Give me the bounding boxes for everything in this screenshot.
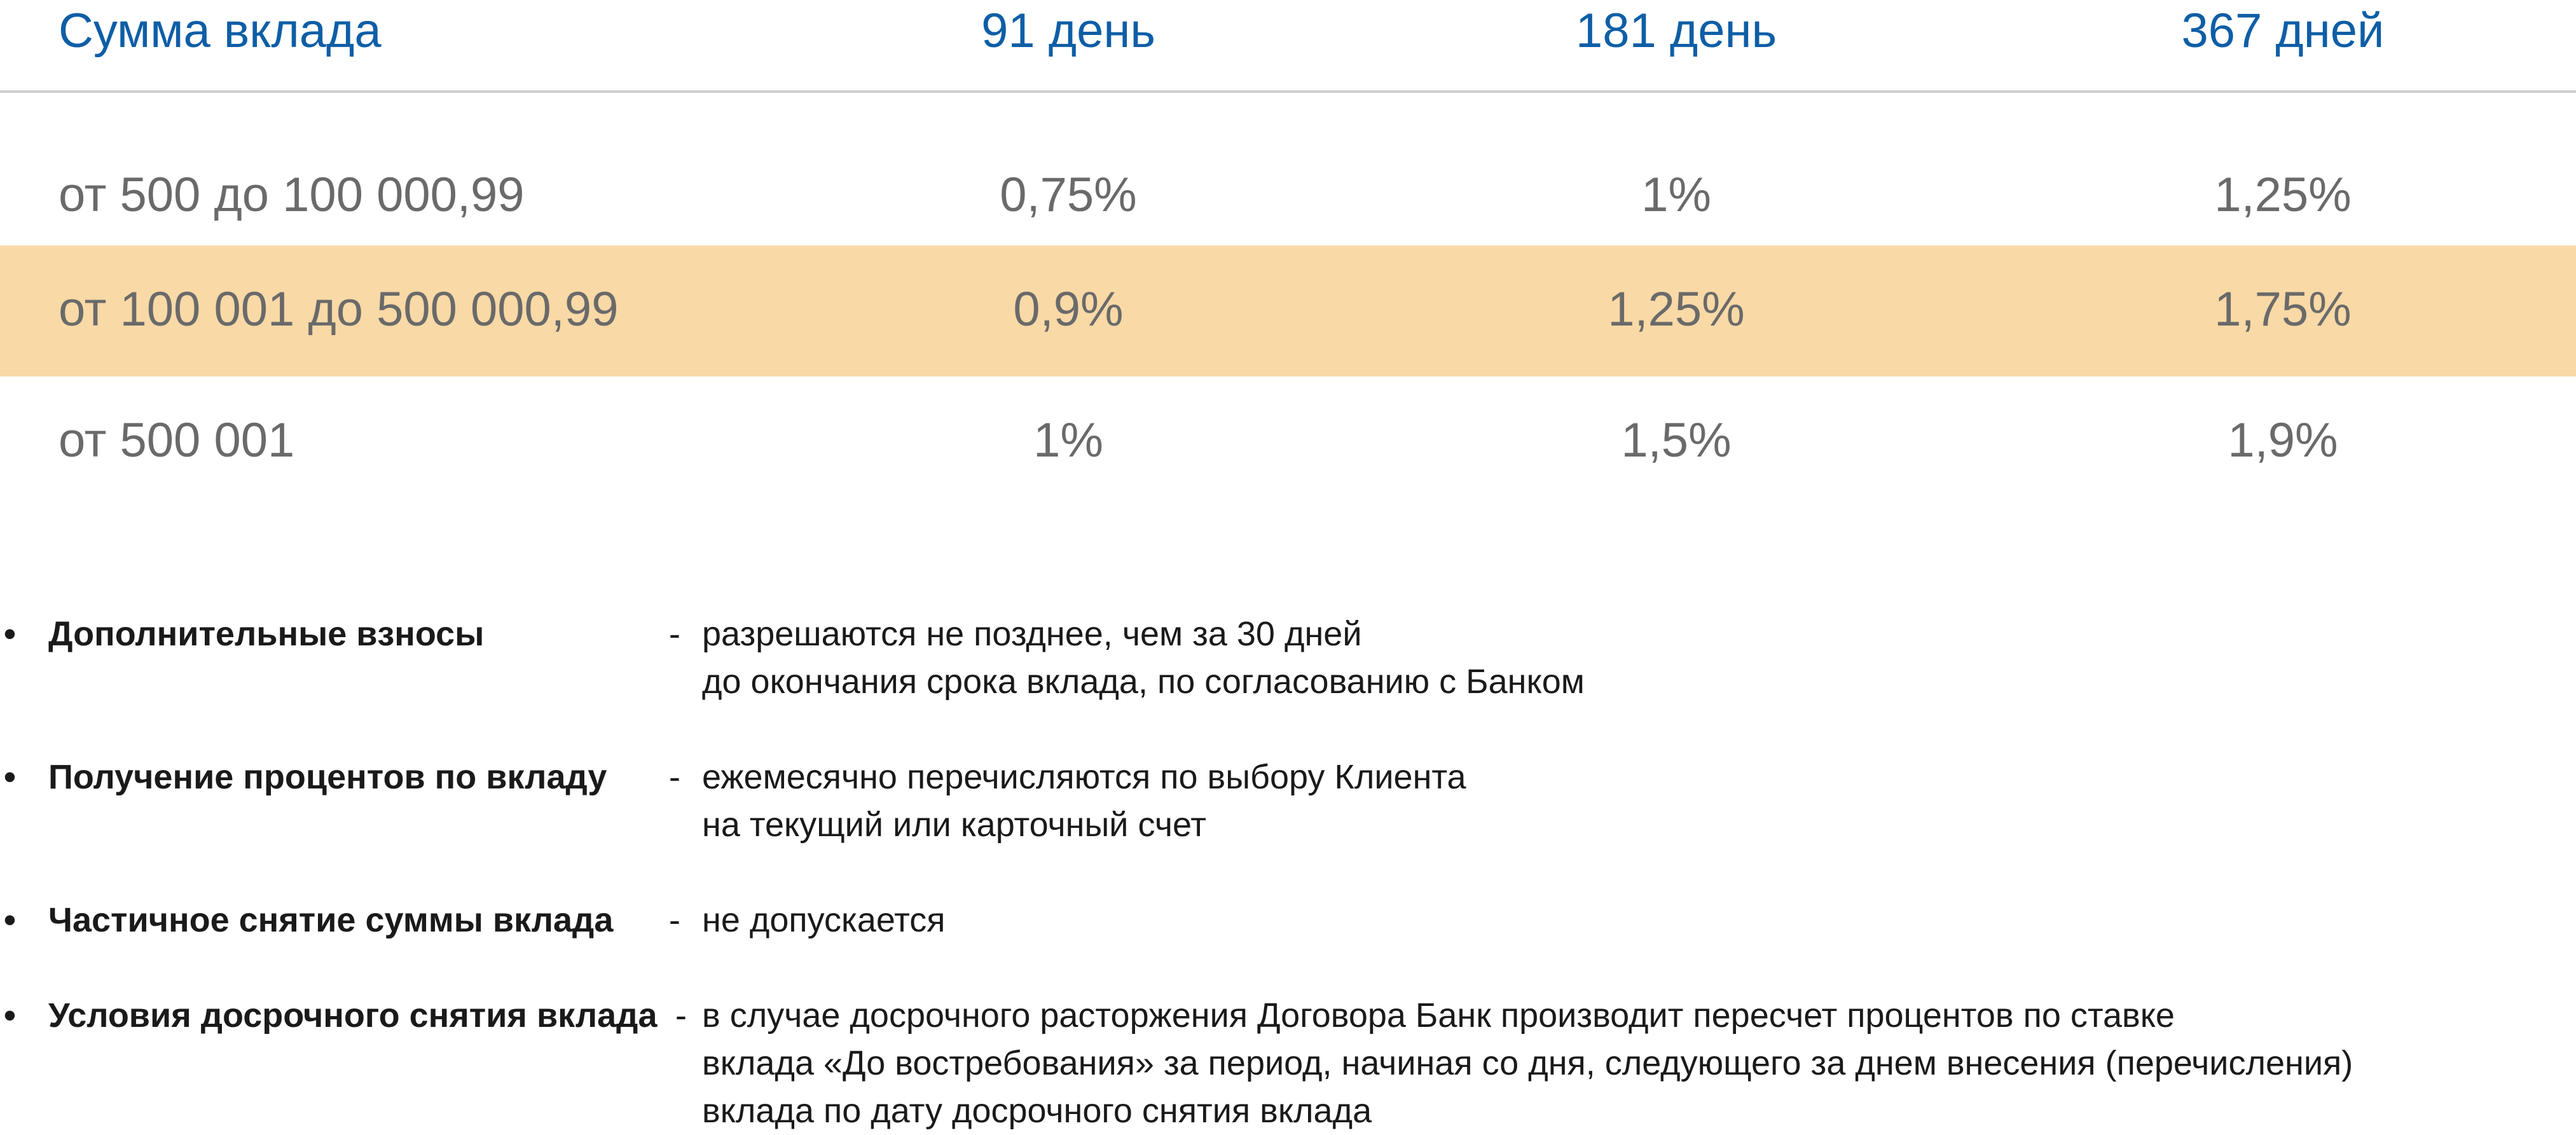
table-row: от 500 001 1% 1,5% 1,9% [0,376,2576,523]
rate-value: 0,75% [1000,168,1137,222]
rate-value: 1,9% [2228,413,2338,467]
term-description: не допускается [702,897,945,944]
header-term-91-label: 91 день [981,4,1155,58]
header-deposit-amount: Сумма вклада [59,4,382,58]
rate-value: 1% [1033,413,1103,467]
table-header-row: Сумма вклада 91 день 181 день 367 дней [0,0,2576,93]
bullet-icon: • [4,996,16,1035]
term-label: Получение процентов по вкладу [48,758,607,796]
rate-value: 1,75% [2214,282,2352,336]
table-row: от 500 до 100 000,99 0,75% 1% 1,25% [0,93,2576,245]
term-description-line: ежемесячно перечисляются по выбору Клиен… [702,758,1466,796]
amount-range-cell: от 500 до 100 000,99 [59,168,525,222]
term-description: ежемесячно перечисляются по выбору Клиен… [702,753,1466,849]
header-term-181-label: 181 день [1575,4,1777,58]
bullet-icon: • [4,901,16,939]
term-dash: - [669,901,680,939]
term-additional-contributions: • Дополнительные взносы - разрешаются не… [0,610,2576,706]
amount-range-cell: от 500 001 [59,413,295,467]
term-label: Частичное снятие суммы вклада [48,901,614,939]
term-dash: - [669,615,680,653]
term-description-line: не допускается [702,901,946,939]
term-dash: - [669,758,680,796]
rate-value: 1,5% [1621,413,1732,467]
bullet-icon: • [4,758,16,796]
term-description-line: до окончания срока вклада, по согласован… [702,663,1585,701]
bullet-icon: • [4,615,16,653]
term-early-withdrawal: • Условия досрочного снятия вклада - в с… [0,992,2576,1135]
term-partial-withdrawal: • Частичное снятие суммы вклада - не доп… [0,897,2576,944]
term-interest-payment: • Получение процентов по вкладу - ежемес… [0,753,2576,849]
amount-range-cell: от 100 001 до 500 000,99 [59,282,619,336]
term-dash: - [675,996,687,1035]
term-description-line: на текущий или карточный счет [702,806,1206,844]
term-label: Дополнительные взносы [48,615,485,653]
term-description-line: вклада «До востребования» за период, нач… [702,1044,2353,1082]
rate-value: 1,25% [1608,282,1745,336]
header-term-367-label: 367 дней [2181,4,2385,58]
term-description: в случае досрочного расторжения Договора… [702,992,2353,1135]
rate-value: 1,25% [2214,168,2352,222]
table-row-highlighted: от 100 001 до 500 000,99 0,9% 1,25% 1,75… [0,245,2576,376]
term-description: разрешаются не позднее, чем за 30 дней д… [702,610,1585,706]
rate-value: 1% [1641,168,1711,222]
term-label: Условия досрочного снятия вклада [48,996,658,1035]
term-description-line: вклада по дату досрочного снятия вклада [702,1092,1372,1130]
rate-value: 0,9% [1013,282,1124,336]
term-description-line: разрешаются не позднее, чем за 30 дней [702,615,1362,653]
term-description-line: в случае досрочного расторжения Договора… [702,996,2175,1035]
